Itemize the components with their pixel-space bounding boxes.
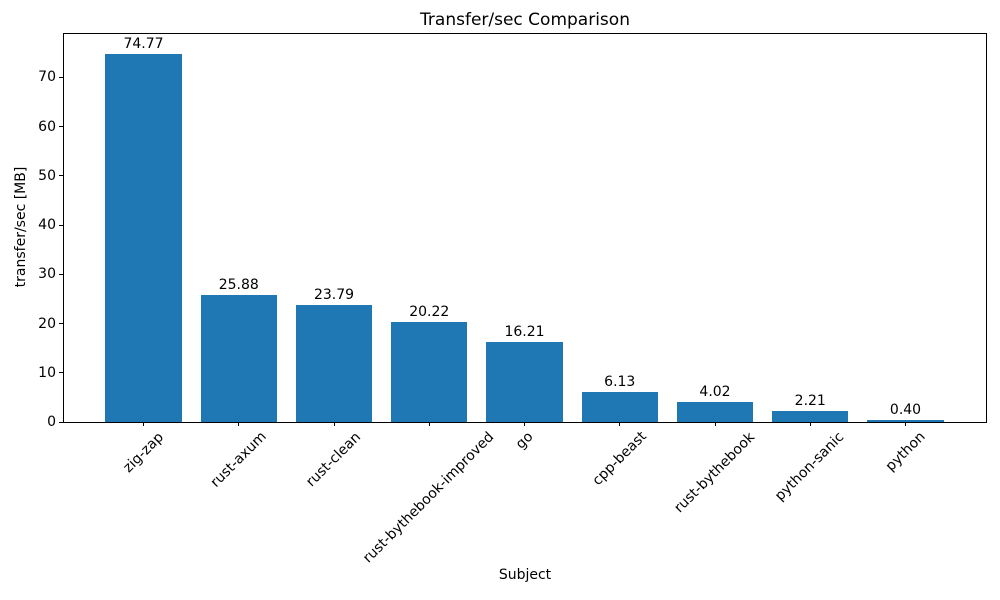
y-tick-label: 10 xyxy=(38,364,56,381)
bar-python-sanic xyxy=(772,411,849,422)
y-tick-mark xyxy=(59,126,63,128)
x-tick-mark xyxy=(809,422,811,426)
y-tick-mark xyxy=(59,175,63,177)
x-tick-label: python-sanic xyxy=(772,428,848,505)
x-tick-label: zig-zap xyxy=(119,428,167,476)
x-tick-label: go xyxy=(512,428,536,453)
bar-value-label: 74.77 xyxy=(123,35,164,52)
x-tick-label: python xyxy=(882,428,929,475)
y-tick-label: 70 xyxy=(38,69,56,86)
x-tick-label: rust-bythebook xyxy=(671,429,759,516)
bar-value-label: 0.40 xyxy=(889,402,922,419)
bar-rust-bythebook xyxy=(676,402,754,422)
bar-value-label: 4.02 xyxy=(699,384,731,401)
x-tick-label: rust-bythebook-improved xyxy=(360,428,498,567)
y-tick-mark xyxy=(59,372,63,374)
x-tick-mark xyxy=(714,422,716,426)
y-tick-label: 20 xyxy=(38,315,56,332)
bar-rust-clean xyxy=(295,304,373,422)
x-axis-label: Subject xyxy=(498,567,552,583)
y-tick-label: 60 xyxy=(38,118,56,135)
x-tick-mark xyxy=(143,422,144,426)
y-tick-mark xyxy=(59,323,63,325)
bar-rust-axum xyxy=(200,294,277,422)
y-tick-label: 0 xyxy=(47,414,56,430)
x-tick-label: rust-axum xyxy=(207,429,270,492)
y-tick-mark xyxy=(59,224,63,226)
bar-value-label: 23.79 xyxy=(313,286,355,303)
bar-value-label: 20.22 xyxy=(409,304,450,321)
bar-zig-zap xyxy=(105,53,182,422)
x-tick-mark xyxy=(333,422,335,426)
bar-value-label: 16.21 xyxy=(504,324,545,341)
x-tick-mark xyxy=(238,422,240,426)
x-tick-mark xyxy=(524,422,525,426)
bar-value-label: 25.88 xyxy=(218,276,259,293)
x-tick-mark xyxy=(905,422,906,426)
bar-value-label: 2.21 xyxy=(794,393,826,410)
y-tick-label: 50 xyxy=(38,167,56,184)
x-tick-label: cpp-beast xyxy=(589,428,650,490)
chart-title: Transfer/sec Comparison xyxy=(420,10,630,30)
x-tick-mark xyxy=(428,422,430,426)
bar-python xyxy=(867,420,944,422)
y-tick-mark xyxy=(59,273,63,275)
bar-value-label: 6.13 xyxy=(604,373,636,390)
bar-rust-bythebook-improved xyxy=(391,322,468,422)
y-tick-label: 40 xyxy=(38,217,56,234)
bar-go xyxy=(486,342,563,422)
x-tick-label: rust-clean xyxy=(303,428,365,490)
y-tick-label: 30 xyxy=(38,266,56,283)
x-tick-mark xyxy=(619,422,621,426)
y-tick-mark xyxy=(59,421,63,423)
y-tick-mark xyxy=(59,76,63,78)
bar-cpp-beast xyxy=(581,391,658,422)
